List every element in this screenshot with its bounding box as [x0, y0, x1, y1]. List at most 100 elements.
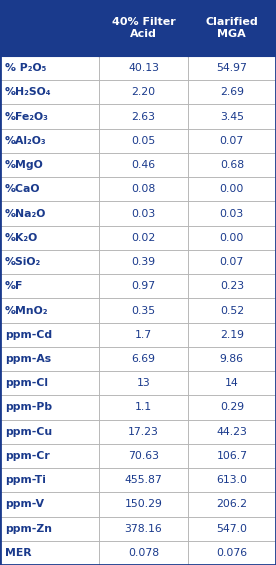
Bar — [0, 56, 99, 80]
Bar — [188, 420, 276, 444]
Bar — [0, 541, 99, 565]
Text: %CaO: %CaO — [5, 184, 41, 194]
Text: 0.23: 0.23 — [220, 281, 244, 292]
Text: %Na₂O: %Na₂O — [5, 208, 46, 219]
Text: ppm-Cl: ppm-Cl — [5, 378, 48, 388]
Bar — [99, 492, 188, 516]
Bar — [188, 323, 276, 347]
Text: 455.87: 455.87 — [125, 475, 162, 485]
Bar — [99, 347, 188, 371]
Text: 0.00: 0.00 — [220, 233, 244, 243]
Bar — [0, 274, 99, 298]
Bar — [0, 347, 99, 371]
Bar — [99, 468, 188, 492]
Bar — [0, 105, 99, 129]
Text: 0.05: 0.05 — [131, 136, 156, 146]
Bar — [188, 56, 276, 80]
Text: 0.076: 0.076 — [216, 548, 247, 558]
Text: %MnO₂: %MnO₂ — [5, 306, 49, 315]
Bar — [99, 105, 188, 129]
Bar — [99, 177, 188, 202]
Text: 0.35: 0.35 — [131, 306, 156, 315]
Bar — [0, 0, 99, 56]
Bar — [188, 250, 276, 274]
Text: 0.07: 0.07 — [220, 257, 244, 267]
Text: ppm-Cu: ppm-Cu — [5, 427, 52, 437]
Bar — [188, 516, 276, 541]
Bar — [0, 516, 99, 541]
Text: % P₂O₅: % P₂O₅ — [5, 63, 46, 73]
Text: 0.08: 0.08 — [131, 184, 156, 194]
Text: 106.7: 106.7 — [216, 451, 247, 461]
Bar — [188, 298, 276, 323]
Text: 0.39: 0.39 — [131, 257, 156, 267]
Bar — [188, 396, 276, 420]
Bar — [99, 420, 188, 444]
Bar — [188, 202, 276, 225]
Text: ppm-Pb: ppm-Pb — [5, 402, 52, 412]
Bar — [99, 153, 188, 177]
Text: 0.52: 0.52 — [220, 306, 244, 315]
Text: 14: 14 — [225, 378, 239, 388]
Text: 9.86: 9.86 — [220, 354, 244, 364]
Bar — [188, 347, 276, 371]
Text: 0.29: 0.29 — [220, 402, 244, 412]
Text: 2.19: 2.19 — [220, 330, 244, 340]
Text: %F: %F — [5, 281, 23, 292]
Bar — [99, 371, 188, 396]
Bar — [0, 468, 99, 492]
Bar — [99, 250, 188, 274]
Bar — [99, 225, 188, 250]
Bar — [0, 492, 99, 516]
Text: MER: MER — [5, 548, 32, 558]
Text: ppm-As: ppm-As — [5, 354, 51, 364]
Text: 206.2: 206.2 — [216, 499, 247, 510]
Bar — [99, 80, 188, 105]
Bar — [188, 492, 276, 516]
Bar — [99, 56, 188, 80]
Bar — [0, 225, 99, 250]
Bar — [99, 444, 188, 468]
Bar — [0, 323, 99, 347]
Text: 2.63: 2.63 — [132, 112, 155, 121]
Bar — [99, 396, 188, 420]
Text: ppm-V: ppm-V — [5, 499, 44, 510]
Bar — [0, 202, 99, 225]
Bar — [0, 396, 99, 420]
Text: 44.23: 44.23 — [216, 427, 247, 437]
Text: 13: 13 — [137, 378, 150, 388]
Text: ppm-Cr: ppm-Cr — [5, 451, 50, 461]
Bar — [188, 129, 276, 153]
Bar — [0, 153, 99, 177]
Bar — [99, 274, 188, 298]
Text: 378.16: 378.16 — [125, 524, 162, 534]
Bar — [99, 323, 188, 347]
Bar — [99, 129, 188, 153]
Bar — [0, 177, 99, 202]
Text: %Al₂O₃: %Al₂O₃ — [5, 136, 47, 146]
Text: 2.20: 2.20 — [131, 88, 156, 97]
Text: 1.7: 1.7 — [135, 330, 152, 340]
Text: ppm-Zn: ppm-Zn — [5, 524, 52, 534]
Bar — [188, 444, 276, 468]
Text: 70.63: 70.63 — [128, 451, 159, 461]
Text: 0.97: 0.97 — [131, 281, 156, 292]
Text: %SiO₂: %SiO₂ — [5, 257, 41, 267]
Text: 1.1: 1.1 — [135, 402, 152, 412]
Text: 54.97: 54.97 — [216, 63, 247, 73]
Text: 0.02: 0.02 — [131, 233, 156, 243]
Text: 150.29: 150.29 — [124, 499, 163, 510]
Bar — [99, 516, 188, 541]
Bar — [0, 250, 99, 274]
Text: 613.0: 613.0 — [216, 475, 247, 485]
Text: 2.69: 2.69 — [220, 88, 244, 97]
Bar — [99, 0, 188, 56]
Text: 0.00: 0.00 — [220, 184, 244, 194]
Bar — [188, 105, 276, 129]
Text: 3.45: 3.45 — [220, 112, 244, 121]
Bar — [188, 80, 276, 105]
Text: 0.68: 0.68 — [220, 160, 244, 170]
Text: %K₂O: %K₂O — [5, 233, 38, 243]
Text: 6.69: 6.69 — [132, 354, 155, 364]
Bar — [188, 225, 276, 250]
